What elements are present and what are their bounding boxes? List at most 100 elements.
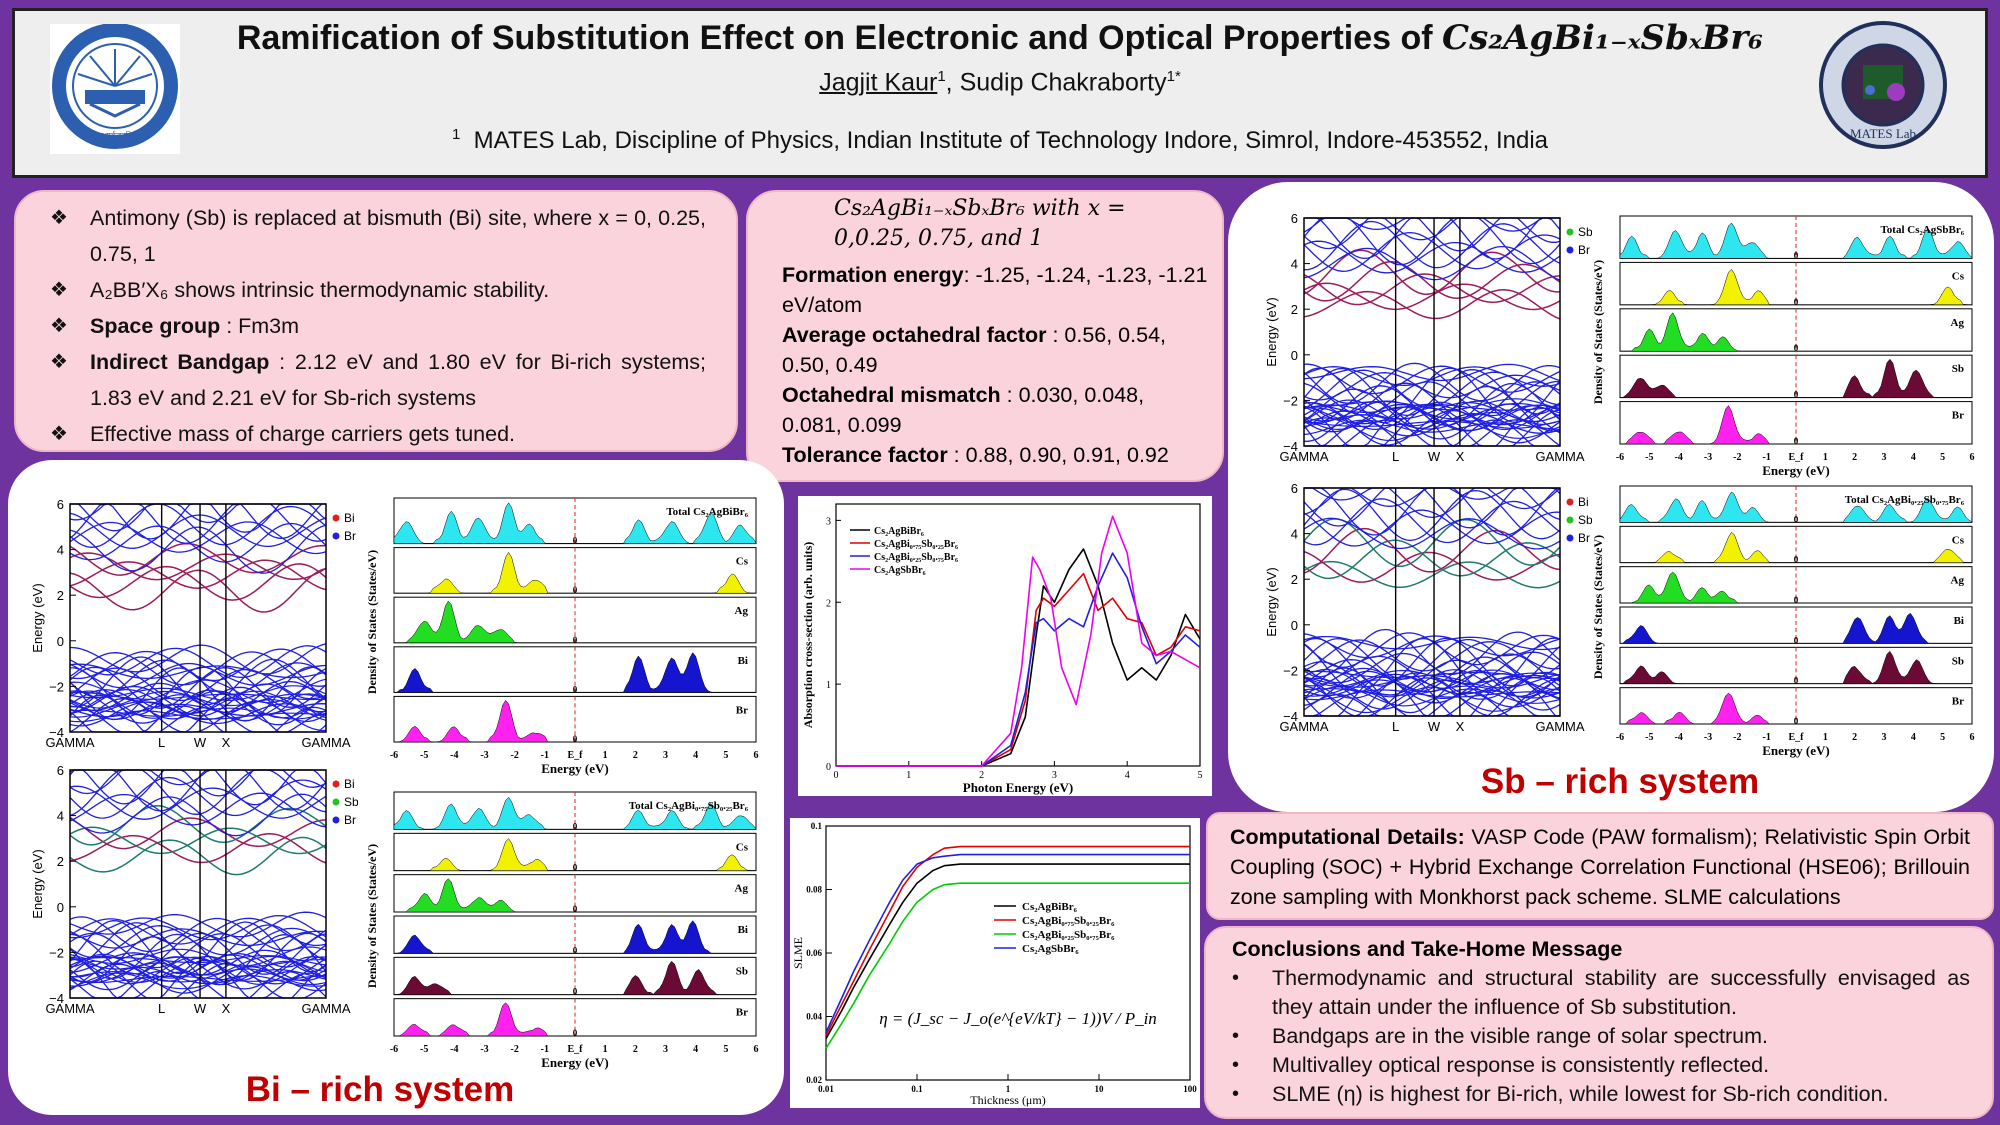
band-line <box>69 914 327 941</box>
band-line <box>69 776 327 819</box>
band-line <box>69 968 327 986</box>
legend-label: Sb <box>344 795 358 809</box>
band-line <box>69 563 327 601</box>
dos-legend-label: Br <box>736 1007 748 1019</box>
bullet-marker: ❖ <box>50 315 68 337</box>
k-point-label: W <box>1428 449 1441 464</box>
dos-curve-sb <box>1619 650 1973 684</box>
band-line <box>69 826 327 855</box>
dos-bi075sb025: Total Cs₂AgBi₀.₇₅Sb₀.₂₅Br₆ 0 Cs 0 Ag 0 Bi 0 Sb 0 B… <box>364 790 762 1074</box>
x-tick-label: 6 <box>1970 452 1975 463</box>
x-tick-label: -5 <box>420 750 428 761</box>
band-line <box>1303 273 1561 306</box>
intro-bullet-1: ❖ A₂BB′X₆ shows intrinsic thermodynamic s… <box>50 272 706 308</box>
band-line <box>1303 527 1561 574</box>
x-tick-label: -2 <box>510 750 518 761</box>
x-tick-label: E_f <box>1789 732 1805 743</box>
band-line <box>70 503 326 533</box>
dos-legend-label: Bi <box>738 924 748 936</box>
dos-curve-cs <box>1619 531 1973 563</box>
x-tick-label: -4 <box>1674 452 1682 463</box>
band-ylabel: Energy (eV) <box>1264 567 1279 636</box>
x-tick-label: -3 <box>1704 452 1712 463</box>
dos-legend-label: Total Cs₂AgSbBr₆ <box>1880 224 1964 236</box>
legend-dot <box>1566 516 1574 524</box>
absorption-ylabel: Absorption cross-section (arb. units) <box>801 542 815 728</box>
band-structure-bi025sb075: 6 4 2 0 −2 −4 GAMMA L W X GAMMA Energy (eV) Bi Sb Br <box>1262 481 1593 746</box>
dos-zero-label: 0 <box>573 821 578 831</box>
x-tick-label: -6 <box>1616 452 1624 463</box>
band-line <box>69 916 327 953</box>
absorption-chart-panel: 0 1 2 3 4 5 0 1 2 3 Photon Energy (eV) Absorption c… <box>798 496 1212 796</box>
property-value: : 0.56, 0.54, 0.50, 0.49 <box>782 323 1166 377</box>
band-line <box>69 954 327 966</box>
x-tick-label: 0 <box>834 770 839 781</box>
x-tick-label: 0.01 <box>818 1084 834 1094</box>
svg-text:MATES Lab: MATES Lab <box>1850 126 1916 141</box>
property-value: : -1.25, -1.24, -1.23, -1.21 eV/atom <box>782 263 1208 317</box>
y-tick-label: 2 <box>57 854 64 869</box>
band-line <box>1303 369 1561 409</box>
band-line <box>1303 417 1561 442</box>
legend-dot <box>332 514 340 522</box>
y-tick-label: 0.08 <box>806 885 822 895</box>
intro-bullet-3: ❖ Indirect Bandgap : 2.12 eV and 1.80 eV … <box>50 344 706 416</box>
y-tick-label: 2 <box>1291 572 1298 587</box>
band-line <box>1303 677 1561 710</box>
bullet-text: : 2.12 eV and 1.80 eV for Bi-rich system… <box>90 350 706 410</box>
x-tick-label: -3 <box>480 1044 488 1055</box>
property-label: Average octahedral factor <box>782 323 1047 347</box>
band-line <box>69 972 327 990</box>
band-line <box>69 662 327 689</box>
legend-label: Bi <box>344 511 355 525</box>
x-tick-label: -6 <box>1616 732 1624 743</box>
dos-legend-label: Br <box>1952 696 1964 708</box>
band-line <box>69 666 327 709</box>
x-tick-label: -1 <box>541 750 549 761</box>
band-line <box>69 953 327 978</box>
band-line <box>1303 419 1561 436</box>
y-tick-label: 2 <box>1291 302 1298 317</box>
dos-curve-br <box>1619 405 1972 445</box>
x-tick-label: 2 <box>1852 452 1857 463</box>
dos-svg: Total Cs₂AgBiBr₆ 0 Cs 0 Ag 0 Bi 0 Br 0 -6 -5 -4 -3 -2 -… <box>365 497 759 776</box>
band-line <box>1303 401 1561 414</box>
dos-svg: Total Cs₂AgBi₀.₂₅Sb₀.₇₅Br₆ 0 Cs 0 Ag 0 Bi 0 Sb 0 B… <box>1591 485 1975 758</box>
band-line <box>69 542 327 576</box>
conclusion-item-3: • SLME (η) is highest for Bi-rich, while … <box>1232 1080 1970 1109</box>
dos-curve-sb <box>1619 358 1972 398</box>
y-tick-label: 0 <box>57 634 64 649</box>
legend-dot <box>332 532 340 540</box>
dos-zero-label: 0 <box>573 863 578 873</box>
legend-label: Br <box>1578 531 1590 545</box>
dos-zero-label: 0 <box>573 536 578 546</box>
dos-zero-label: 0 <box>1794 555 1799 565</box>
band-line <box>1303 685 1561 714</box>
dos-cs2agsbbr6: Total Cs₂AgSbBr₆ 0 Cs 0 Ag 0 Sb 0 Br 0 -6 -5 -4 -3 -2 -… <box>1590 214 1978 482</box>
legend-label: Cs₂AgBiBr₆ <box>874 526 924 537</box>
band-line <box>69 805 327 846</box>
y-tick-label: 1 <box>826 680 831 691</box>
k-point-label: L <box>1392 449 1399 464</box>
intro-bullet-2: ❖ Space group : Fm3m <box>50 308 706 344</box>
x-tick-label: 3 <box>1882 732 1887 743</box>
x-tick-label: E_f <box>568 750 584 761</box>
band-line <box>1303 231 1561 272</box>
x-tick-label: -5 <box>1645 452 1653 463</box>
x-tick-label: 1 <box>1823 732 1828 743</box>
band-line <box>1303 404 1561 426</box>
band-structure-bi075sb025: 6 4 2 0 −2 −4 GAMMA L W X GAMMA Energy (eV) Bi Sb Br <box>28 763 359 1028</box>
x-tick-label: -4 <box>450 750 458 761</box>
dos-curve-br <box>1619 692 1972 725</box>
properties-heading: Cs₂AgBi₁₋ₓSbₓBr₆ with x = 0,0.25, 0.75, … <box>834 196 1126 251</box>
band-line <box>1303 550 1561 583</box>
band-line <box>1303 401 1561 431</box>
band-line <box>69 651 327 687</box>
x-tick-label: -5 <box>1645 732 1653 743</box>
y-tick-label: 6 <box>1291 484 1298 496</box>
dos-zero-label: 0 <box>573 635 578 645</box>
dos-zero-label: 0 <box>1794 343 1799 353</box>
conclusion-item-2: • Multivalley optical response is consist… <box>1232 1051 1970 1080</box>
